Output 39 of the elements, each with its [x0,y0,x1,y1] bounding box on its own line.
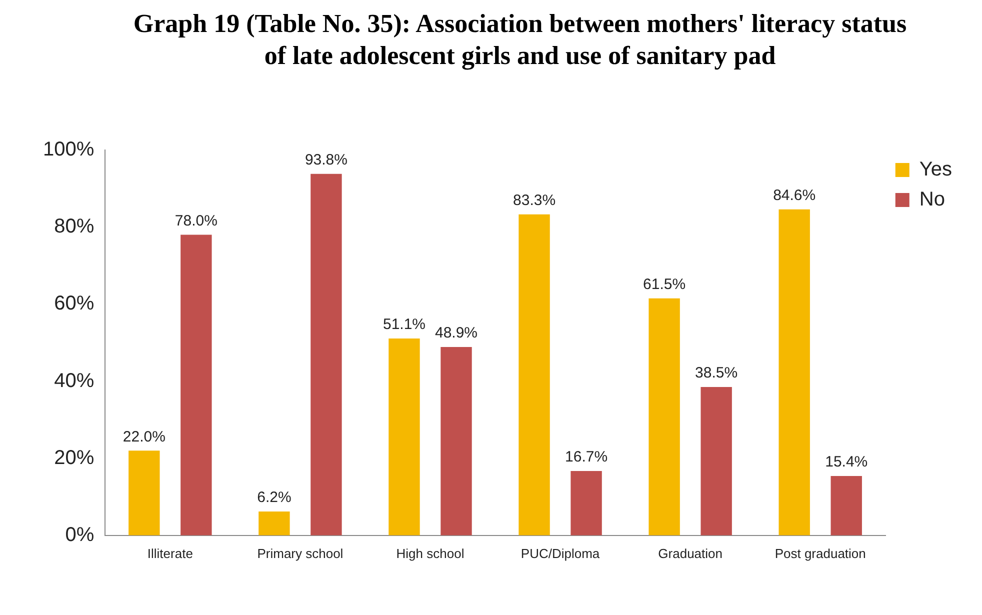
x-tick-label: Illiterate [147,546,193,561]
y-tick-label: 80% [54,216,94,238]
data-label: 15.4% [825,454,868,471]
x-tick-label: PUC/Diploma [520,546,600,561]
x-tick-label: Post graduation [774,546,866,561]
x-tick-label: Primary school [257,546,344,561]
y-tick-label: 60% [54,292,94,315]
data-label: 6.2% [257,489,292,506]
bar [778,209,810,536]
bar [830,476,862,536]
chart-title: Graph 19 (Table No. 35): Association between mothers' literacy status of late adolescent girls and use of sanitary pad [132,8,908,72]
y-tick-label: 40% [54,370,94,392]
x-tick-label: High school [396,546,464,561]
data-label: 22.0% [122,428,166,446]
data-label: 83.3% [513,192,556,209]
data-label: 78.0% [174,212,218,230]
bar [518,214,550,536]
y-tick-label: 100% [42,138,94,161]
data-label: 48.9% [434,324,478,342]
bar [570,471,602,536]
legend-label: No [919,188,945,211]
bar [440,346,472,536]
data-label: 38.5% [695,364,738,382]
y-tick-label: 0% [65,524,94,546]
bar [388,338,420,536]
data-label: 16.7% [565,448,608,466]
bar [258,512,290,536]
data-label: 51.1% [382,316,426,334]
bar [648,298,680,536]
bar [128,450,160,536]
data-label: 84.6% [773,186,816,204]
data-label: 61.5% [643,276,686,294]
bar [310,174,342,536]
x-tick-label: Graduation [658,546,722,561]
y-tick-label: 20% [54,446,94,469]
bar [700,387,732,536]
legend-label: Yes [919,158,952,181]
bar [180,234,212,536]
data-label: 93.8% [304,152,348,169]
